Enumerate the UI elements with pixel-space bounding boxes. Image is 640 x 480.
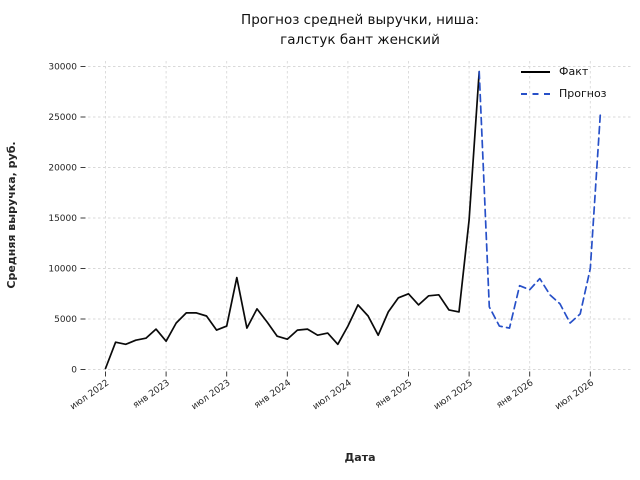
svg-text:30000: 30000 (48, 63, 77, 73)
svg-text:июл 2023: июл 2023 (190, 378, 233, 412)
legend-label-forecast: Прогноз (559, 87, 607, 100)
svg-text:0: 0 (71, 366, 77, 376)
legend-label-fact: Факт (559, 65, 589, 78)
svg-text:10000: 10000 (48, 265, 77, 275)
svg-text:янв 2024: янв 2024 (253, 378, 294, 411)
svg-text:июл 2025: июл 2025 (432, 378, 475, 412)
legend-item-fact: Факт (521, 64, 607, 79)
y-axis-label: Средняя выручка, руб. (5, 141, 18, 289)
svg-text:июл 2024: июл 2024 (311, 378, 354, 412)
chart-title-line1: Прогноз средней выручки, ниша: (241, 12, 479, 28)
svg-text:янв 2026: янв 2026 (495, 378, 536, 411)
fact-line (104, 70, 481, 370)
x-axis-label: Дата (344, 451, 376, 464)
svg-text:янв 2023: янв 2023 (131, 378, 171, 410)
fact-line-sample (521, 70, 550, 73)
svg-text:15000: 15000 (48, 214, 77, 224)
gridlines (88, 61, 632, 371)
forecast-line-sample (521, 92, 550, 95)
svg-text:июл 2022: июл 2022 (69, 378, 112, 412)
tick-labels: 0 5000 10000 15000 20000 25000 30000 июл 2022 ян… (48, 63, 596, 413)
chart-title: Прогноз средней выручки, ниша: галстук б… (88, 10, 632, 51)
svg-text:5000: 5000 (54, 315, 77, 325)
legend-item-forecast: Прогноз (521, 86, 607, 101)
svg-text:янв 2025: янв 2025 (374, 378, 414, 410)
axis-ticks (80, 66, 591, 377)
forecast-line (478, 70, 602, 329)
svg-text:июл 2026: июл 2026 (553, 378, 596, 412)
legend: Факт Прогноз (521, 64, 607, 101)
chart-title-line2: галстук бант женский (280, 32, 440, 49)
svg-text:20000: 20000 (48, 164, 77, 174)
svg-text:25000: 25000 (48, 113, 77, 123)
